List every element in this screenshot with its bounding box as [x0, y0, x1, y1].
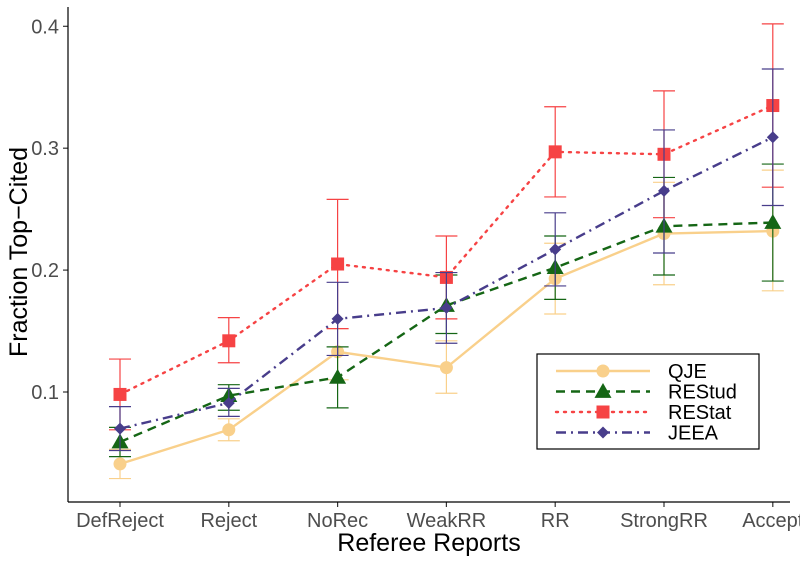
y-tick-label: 0.3 [31, 138, 59, 160]
y-axis-title: Fraction Top−Cited [5, 147, 33, 357]
legend-marker [596, 405, 610, 419]
data-point [658, 184, 670, 197]
x-tick-label: RR [541, 510, 570, 532]
legend-label: REStud [668, 382, 737, 404]
data-point [549, 243, 562, 256]
x-axis-ticks: DefReject Reject NoRec WeakRR RR StrongRR Acce… [76, 502, 800, 532]
legend-label: QJE [668, 361, 707, 383]
x-tick-label: NoRec [307, 510, 368, 532]
data-point [222, 396, 235, 409]
series-layer [109, 23, 784, 480]
legend-label: REStat [668, 402, 732, 424]
data-point [331, 312, 344, 325]
x-tick-label: StrongRR [620, 510, 708, 532]
y-tick-label: 0.2 [31, 260, 59, 282]
data-point [439, 361, 453, 375]
data-point [113, 457, 127, 471]
y-axis-ticks: 0.1 0.2 0.3 0.4 [31, 16, 68, 404]
data-point [548, 145, 562, 159]
x-tick-label: Reject [200, 510, 257, 532]
data-point [114, 422, 126, 435]
x-tick-label: WeakRR [407, 510, 487, 532]
data-point [222, 334, 236, 348]
legend-marker [597, 426, 609, 439]
data-point [222, 423, 236, 437]
data-point [329, 368, 347, 384]
data-point [440, 301, 453, 314]
legend-label: JEEA [668, 423, 719, 445]
y-tick-label: 0.1 [31, 382, 59, 404]
data-point [113, 387, 127, 401]
data-point [331, 257, 345, 271]
legend-marker [594, 383, 612, 398]
x-tick-label: Accept [742, 510, 800, 532]
data-point [764, 214, 782, 229]
x-tick-label: DefReject [76, 510, 164, 532]
x-axis-title: Referee Reports [337, 529, 520, 557]
y-tick-label: 0.4 [31, 16, 59, 38]
series-jeea [109, 68, 784, 452]
data-point [766, 131, 779, 144]
legend-marker [596, 364, 610, 378]
